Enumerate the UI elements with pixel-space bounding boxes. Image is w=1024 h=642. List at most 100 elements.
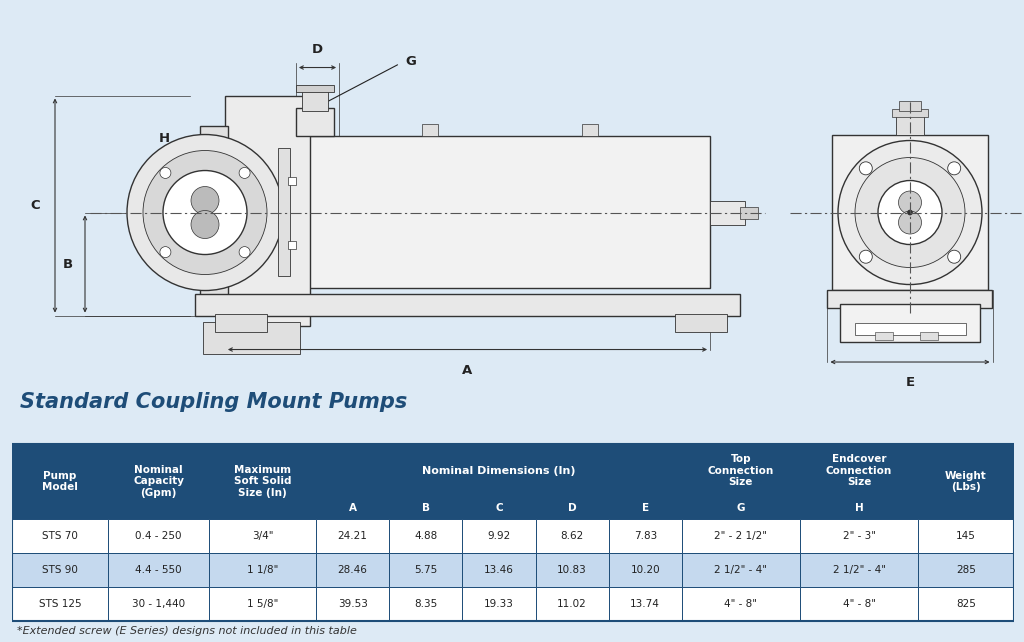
Text: Pump
Model: Pump Model	[42, 471, 78, 492]
Bar	[108, 553, 209, 587]
Circle shape	[859, 250, 872, 263]
Bar	[389, 519, 463, 553]
Bar	[919, 587, 1014, 621]
Circle shape	[859, 162, 872, 175]
Text: 8.35: 8.35	[414, 600, 437, 609]
Text: 24.21: 24.21	[338, 531, 368, 541]
Text: B: B	[62, 257, 73, 270]
Text: 1 1/8": 1 1/8"	[247, 565, 279, 575]
Text: 825: 825	[956, 600, 976, 609]
Text: 285: 285	[956, 565, 976, 575]
Text: E: E	[642, 503, 649, 513]
Bar	[296, 85, 334, 92]
Text: 13.46: 13.46	[484, 565, 514, 575]
Text: 5.75: 5.75	[414, 565, 437, 575]
Bar	[827, 290, 992, 308]
Bar	[919, 553, 1014, 587]
Bar	[12, 587, 108, 621]
Bar	[302, 89, 328, 110]
Circle shape	[191, 187, 219, 214]
Bar	[209, 553, 316, 587]
Bar	[682, 444, 800, 498]
Text: A: A	[349, 503, 356, 513]
Text: Endcover
Connection
Size: Endcover Connection Size	[826, 455, 892, 487]
Text: G: G	[736, 503, 745, 513]
Bar	[285, 135, 710, 288]
Bar	[833, 135, 987, 290]
Circle shape	[898, 211, 922, 234]
Text: STS 70: STS 70	[42, 531, 78, 541]
Bar	[225, 96, 310, 325]
Text: 145: 145	[956, 531, 976, 541]
Bar	[422, 123, 438, 135]
Text: 4.4 - 550: 4.4 - 550	[135, 565, 182, 575]
Text: 28.46: 28.46	[338, 565, 368, 575]
Bar	[463, 553, 536, 587]
Circle shape	[239, 247, 250, 257]
Bar	[682, 498, 800, 519]
Bar	[841, 304, 980, 342]
Bar	[608, 587, 682, 621]
Bar	[316, 587, 389, 621]
Bar	[536, 498, 608, 519]
Bar	[209, 444, 316, 519]
Text: Maximum
Soft Solid
Size (In): Maximum Soft Solid Size (In)	[233, 465, 292, 498]
Text: 1 5/8": 1 5/8"	[247, 600, 279, 609]
Circle shape	[947, 162, 961, 175]
Bar	[536, 519, 608, 553]
Circle shape	[191, 211, 219, 239]
Bar	[278, 148, 290, 275]
Bar	[536, 587, 608, 621]
Text: 2 1/2" - 4": 2 1/2" - 4"	[715, 565, 767, 575]
Text: A: A	[463, 363, 473, 376]
Circle shape	[160, 168, 171, 178]
Bar	[874, 332, 893, 340]
Bar	[12, 519, 108, 553]
Text: *Extended screw (E Series) designs not included in this table: *Extended screw (E Series) designs not i…	[17, 625, 357, 636]
Text: 4" - 8": 4" - 8"	[724, 600, 758, 609]
Text: H: H	[159, 132, 170, 145]
Circle shape	[160, 247, 171, 257]
Bar	[195, 293, 740, 315]
Bar	[800, 519, 919, 553]
Bar	[463, 587, 536, 621]
Bar	[209, 519, 316, 553]
Bar	[389, 553, 463, 587]
Text: Weight
(Lbs): Weight (Lbs)	[945, 471, 987, 492]
Bar	[200, 126, 228, 295]
Text: 30 - 1,440: 30 - 1,440	[132, 600, 185, 609]
Bar	[108, 587, 209, 621]
Bar	[463, 498, 536, 519]
Bar	[740, 207, 758, 218]
Circle shape	[239, 168, 250, 178]
Bar	[710, 200, 745, 225]
Text: Standard Coupling Mount Pumps: Standard Coupling Mount Pumps	[20, 392, 408, 412]
Text: 8.62: 8.62	[560, 531, 584, 541]
Text: Nominal
Capacity
(Gpm): Nominal Capacity (Gpm)	[133, 465, 184, 498]
Bar	[608, 519, 682, 553]
Circle shape	[907, 210, 912, 215]
Bar	[608, 553, 682, 587]
Bar	[296, 107, 334, 135]
Bar	[12, 444, 1014, 621]
Bar	[536, 553, 608, 587]
Text: 19.33: 19.33	[484, 600, 514, 609]
Circle shape	[127, 135, 283, 291]
Bar	[682, 587, 800, 621]
Bar	[316, 553, 389, 587]
Text: 11.02: 11.02	[557, 600, 587, 609]
Text: 10.83: 10.83	[557, 565, 587, 575]
Text: 4.88: 4.88	[414, 531, 437, 541]
Text: 4" - 8": 4" - 8"	[843, 600, 876, 609]
Text: STS 90: STS 90	[42, 565, 78, 575]
Text: 39.53: 39.53	[338, 600, 368, 609]
Text: C: C	[496, 503, 503, 513]
Bar	[892, 109, 928, 117]
Text: STS 125: STS 125	[39, 600, 82, 609]
Bar	[919, 444, 1014, 519]
Text: D: D	[567, 503, 577, 513]
Circle shape	[898, 191, 922, 214]
Bar	[682, 553, 800, 587]
Bar	[209, 587, 316, 621]
Bar	[608, 498, 682, 519]
